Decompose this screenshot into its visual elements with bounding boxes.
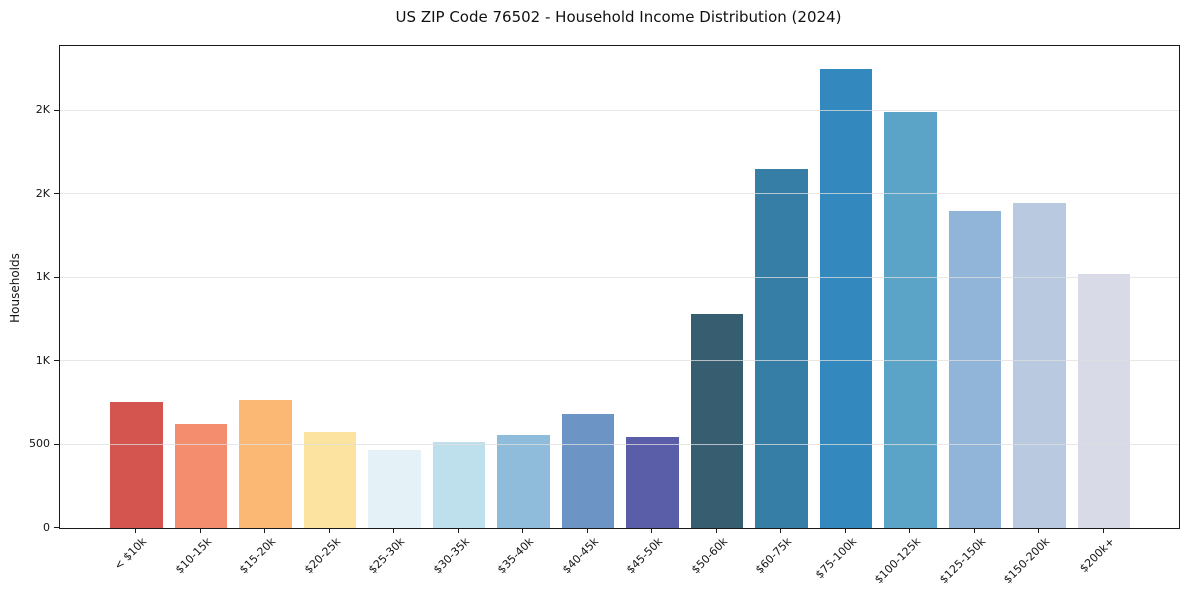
- x-tick-label: $35-40k: [495, 535, 537, 577]
- y-tick-label: 1K: [35, 270, 50, 284]
- y-tick-mark: [54, 360, 59, 362]
- bar-20-25k: [303, 432, 357, 528]
- gridline-2000: [60, 193, 1179, 195]
- bar-75-100k: [819, 69, 873, 528]
- x-tick-label: $45-50k: [624, 535, 666, 577]
- x-tick-mark: [522, 528, 524, 533]
- x-tick-label: $15-20k: [237, 535, 279, 577]
- x-tick-mark: [1038, 528, 1040, 533]
- x-tick-mark: [1102, 528, 1104, 533]
- x-tick-label: $125-150k: [936, 535, 989, 587]
- x-tick-mark: [973, 528, 975, 533]
- x-tick-mark: [393, 528, 395, 533]
- bar-35-40k: [497, 434, 550, 528]
- gridline-1000: [60, 360, 1179, 362]
- bar-150-200k: [1013, 202, 1066, 528]
- x-tick-label: $75-100k: [812, 535, 860, 582]
- bar-125-150k: [948, 210, 1002, 528]
- gridline-1500: [60, 276, 1179, 278]
- x-tick-mark: [909, 528, 911, 533]
- x-tick-label: $200k+: [1077, 535, 1118, 576]
- x-tick-mark: [264, 528, 266, 533]
- x-tick-label: $20-25k: [301, 535, 344, 577]
- bar-50-60k: [690, 314, 744, 528]
- x-tick-label: $30-35k: [430, 535, 473, 577]
- bar-25-30k: [368, 449, 421, 528]
- bar-10k: [110, 402, 163, 528]
- bar-10-15k: [174, 423, 228, 528]
- bar-100-125k: [884, 112, 937, 528]
- y-tick-label: 2K: [35, 103, 50, 117]
- y-tick-label: 2K: [35, 186, 50, 200]
- y-tick-mark: [54, 527, 59, 528]
- x-tick-mark: [328, 528, 330, 533]
- y-tick-label: 0: [43, 520, 50, 534]
- x-tick-mark: [780, 528, 782, 533]
- y-tick-label: 1K: [35, 353, 50, 367]
- x-tick-mark: [715, 528, 717, 533]
- x-tick-mark: [135, 528, 137, 533]
- x-tick-label: $100-125k: [872, 535, 924, 587]
- x-tick-mark: [586, 528, 588, 533]
- y-tick-mark: [54, 193, 59, 195]
- y-tick-mark: [54, 443, 59, 445]
- bar-30-35k: [432, 442, 486, 528]
- chart-title: US ZIP Code 76502 - Household Income Dis…: [395, 8, 842, 26]
- bar-60-75k: [755, 169, 808, 528]
- x-tick-label: $40-45k: [559, 535, 602, 577]
- x-tick-label: $25-30k: [366, 535, 408, 577]
- bar-45-50k: [626, 437, 679, 528]
- x-tick-label: $10-15k: [172, 535, 215, 577]
- x-tick-mark: [457, 528, 459, 533]
- bar-40-45k: [561, 413, 615, 528]
- plot-area: [59, 45, 1180, 529]
- y-tick-label: 500: [29, 437, 50, 450]
- gridline-2500: [60, 109, 1179, 111]
- x-tick-mark: [651, 528, 653, 533]
- bar-15-20k: [239, 399, 292, 528]
- y-tick-mark: [54, 109, 59, 111]
- x-tick-mark: [199, 528, 201, 533]
- y-axis-label: Households: [8, 253, 22, 323]
- y-tick-mark: [54, 276, 59, 278]
- gridline-500: [60, 443, 1179, 445]
- x-tick-label: $150-200k: [1001, 535, 1053, 587]
- bar-200k+: [1077, 274, 1131, 528]
- x-tick-mark: [844, 528, 846, 533]
- x-tick-label: $60-75k: [753, 535, 795, 577]
- x-tick-label: < $10k: [112, 535, 150, 573]
- x-tick-label: $50-60k: [688, 535, 731, 577]
